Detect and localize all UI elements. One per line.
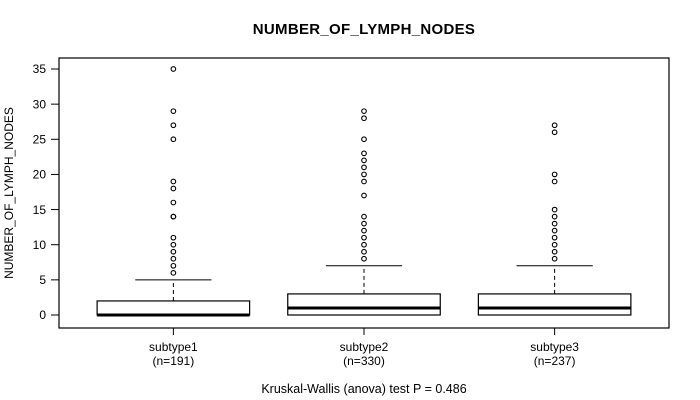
outlier-point: [361, 115, 367, 122]
x-axis-sublabel-subtype3: (n=237): [534, 354, 576, 368]
x-axis-sublabel-subtype1: (n=191): [153, 354, 195, 368]
outlier-point: [551, 178, 558, 185]
y-tick-label: 20: [33, 168, 47, 182]
outlier-point: [170, 255, 177, 262]
outlier-point: [551, 227, 558, 234]
y-tick-label: 15: [33, 203, 47, 217]
outlier-point: [170, 248, 177, 255]
y-tick-label: 0: [39, 308, 46, 322]
outlier-point: [361, 241, 367, 248]
outlier-point: [361, 213, 367, 220]
x-axis-label-subtype3: subtype3: [530, 340, 579, 354]
x-axis-sublabel-subtype2: (n=330): [343, 354, 385, 368]
outlier-point: [170, 269, 177, 276]
stat-test-caption: Kruskal-Wallis (anova) test P = 0.486: [261, 382, 467, 396]
outlier-point: [170, 136, 177, 143]
outlier-point: [551, 171, 558, 178]
outlier-point: [361, 171, 367, 178]
outlier-point: [170, 108, 177, 115]
outlier-point: [551, 206, 558, 213]
x-axis-label-subtype1: subtype1: [149, 340, 198, 354]
chart-title: NUMBER_OF_LYMPH_NODES: [252, 21, 476, 38]
outlier-point: [551, 213, 558, 220]
outlier-point: [551, 122, 558, 129]
box-subtype3: [477, 293, 632, 316]
y-tick-label: 35: [33, 62, 47, 76]
outlier-point: [551, 234, 558, 241]
outlier-point: [551, 241, 558, 248]
outlier-point: [170, 66, 177, 72]
outlier-point: [361, 248, 367, 255]
outlier-point: [361, 108, 367, 115]
y-tick-label: 10: [33, 238, 47, 252]
outlier-point: [361, 227, 367, 234]
outlier-point: [170, 262, 177, 269]
y-tick-label: 25: [33, 132, 47, 146]
outlier-point: [170, 185, 177, 192]
outlier-point: [361, 255, 367, 262]
box-subtype2: [287, 293, 441, 316]
outlier-point: [170, 213, 177, 220]
outlier-point: [170, 178, 177, 185]
box-subtype1: [96, 300, 251, 316]
outlier-point: [361, 157, 367, 164]
outlier-point: [551, 220, 558, 227]
y-tick-label: 30: [33, 97, 47, 111]
outlier-point: [361, 192, 367, 199]
outlier-point: [361, 136, 367, 143]
outlier-point: [361, 178, 367, 185]
outlier-point: [361, 164, 367, 171]
outlier-point: [361, 234, 367, 241]
x-axis-label-subtype2: subtype2: [340, 340, 389, 354]
outlier-point: [361, 220, 367, 227]
outlier-point: [170, 199, 177, 206]
outlier-point: [170, 122, 177, 129]
outlier-point: [551, 248, 558, 255]
y-tick-label: 5: [39, 273, 46, 287]
outlier-point: [551, 255, 558, 262]
outlier-point: [551, 129, 558, 136]
outlier-point: [170, 241, 177, 248]
outlier-point: [170, 234, 177, 241]
outlier-point: [361, 150, 367, 157]
